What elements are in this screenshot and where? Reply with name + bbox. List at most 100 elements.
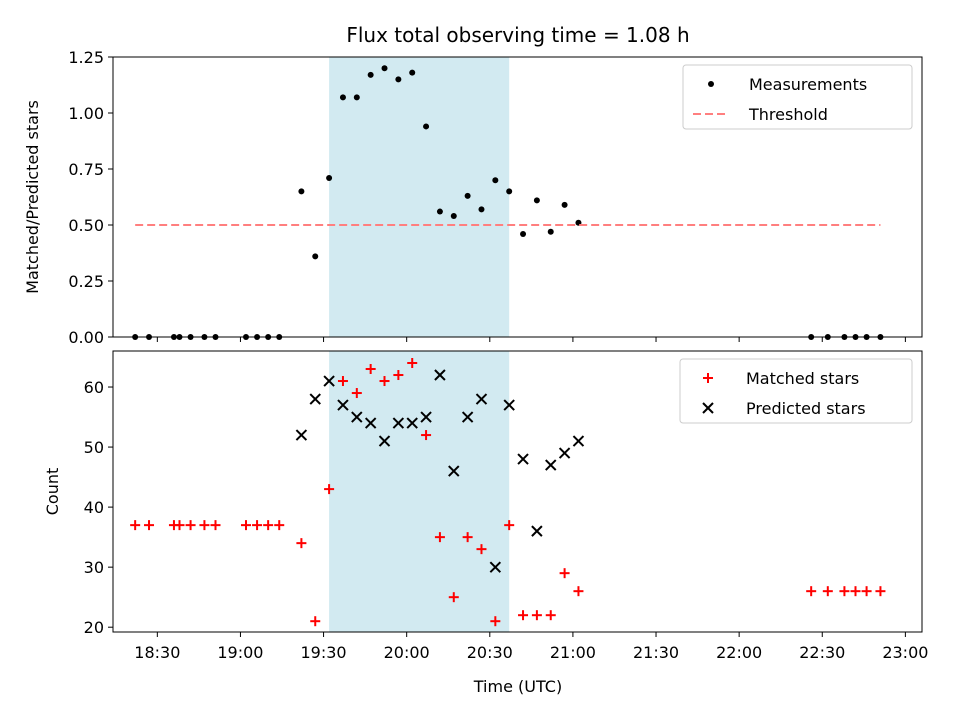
data-point	[323, 375, 335, 387]
data-point	[503, 399, 515, 411]
legend-swatch	[708, 81, 714, 87]
data-point	[839, 586, 850, 597]
legend-label: Measurements	[749, 75, 867, 94]
data-point	[559, 568, 570, 579]
data-point	[185, 520, 196, 531]
data-point	[409, 69, 416, 76]
y-tick-label: 50	[84, 438, 104, 457]
data-point	[434, 369, 446, 381]
axes-frame	[112, 350, 923, 633]
data-point	[875, 586, 886, 597]
data-point	[434, 532, 445, 543]
legend-label: Predicted stars	[746, 399, 866, 418]
data-point	[822, 586, 833, 597]
legend-label: Threshold	[748, 105, 828, 124]
data-point	[174, 520, 185, 531]
legend-item: Matched stars	[703, 369, 859, 388]
data-point	[464, 192, 471, 199]
x-tick-label: 21:30	[633, 643, 679, 662]
data-point	[310, 616, 321, 627]
y-tick-label: 1.25	[68, 48, 104, 67]
top-subplot: 0.00 0.25 0.50 0.75 1.00 1.25 Matched/Predicte…	[23, 48, 923, 347]
data-point	[252, 520, 263, 531]
data-point	[476, 544, 487, 555]
legend: Matched stars Predicted stars	[679, 358, 913, 424]
y-tick-label: 40	[84, 498, 104, 517]
data-point	[392, 417, 405, 429]
bottom-subplot: 20 30 40 50 60 18:30 19:00 19:30 20:00 20:30 21:00…	[43, 350, 928, 662]
data-point	[381, 65, 388, 72]
y-tick-label: 30	[84, 558, 104, 577]
data-point	[531, 610, 542, 621]
data-point	[545, 459, 557, 471]
data-point	[210, 520, 221, 531]
axes-frame	[112, 56, 923, 338]
data-point	[545, 610, 556, 621]
x-tick-label: 20:00	[384, 643, 430, 662]
data-point	[533, 197, 540, 204]
data-point	[296, 538, 307, 549]
y-tick-label: 60	[84, 378, 104, 397]
data-point	[324, 484, 335, 495]
y-tick-label: 1.00	[68, 104, 104, 123]
observing-window-shade	[329, 57, 510, 337]
data-point	[326, 174, 333, 181]
data-point	[561, 201, 568, 208]
y-tick-label: 0.50	[68, 216, 104, 235]
data-point	[351, 411, 363, 423]
legend: Measurements Threshold	[682, 64, 913, 130]
legend-label: Matched stars	[746, 369, 859, 388]
data-point	[367, 71, 374, 78]
x-tick-label: 23:00	[882, 643, 928, 662]
legend-swatch	[702, 402, 714, 414]
data-point	[450, 213, 457, 220]
data-point	[517, 453, 529, 465]
data-point	[558, 447, 571, 459]
legend-item: Measurements	[708, 75, 867, 94]
data-point	[490, 616, 501, 627]
y-tick-label: 0.00	[68, 328, 104, 347]
data-point	[531, 525, 543, 537]
data-point	[423, 123, 430, 130]
data-point	[337, 399, 349, 411]
data-point	[461, 411, 474, 423]
data-point	[420, 411, 432, 423]
data-point	[263, 520, 274, 531]
data-point	[806, 586, 817, 597]
x-tick-label: 21:00	[550, 643, 596, 662]
x-tick-label: 19:30	[301, 643, 347, 662]
x-tick-label: 22:30	[799, 643, 845, 662]
y-tick-label: 0.25	[68, 272, 104, 291]
data-point	[448, 465, 460, 477]
data-point	[475, 393, 488, 405]
legend-swatch	[703, 373, 713, 383]
legend-box	[682, 64, 913, 130]
data-point	[492, 177, 499, 184]
y-tick-label: 0.75	[68, 160, 104, 179]
data-point	[379, 376, 390, 387]
data-point	[364, 417, 377, 429]
data-point	[506, 188, 513, 195]
chart-title: Flux total observing time = 1.08 h	[346, 23, 689, 47]
data-point	[462, 532, 473, 543]
data-point	[130, 520, 141, 531]
data-point	[850, 586, 861, 597]
data-point	[274, 520, 285, 531]
data-point	[406, 417, 418, 429]
data-point	[395, 76, 402, 83]
y-tick-label: 20	[84, 618, 104, 637]
data-point	[365, 364, 376, 375]
x-tick-label: 20:30	[467, 643, 513, 662]
y-axis-label: Count	[43, 468, 62, 516]
data-point	[547, 228, 554, 235]
data-point	[337, 376, 348, 387]
data-point	[393, 370, 404, 381]
data-point	[407, 358, 418, 369]
data-point	[489, 561, 502, 573]
legend-box	[679, 358, 913, 424]
data-point	[572, 435, 585, 447]
data-point	[353, 94, 360, 101]
data-point	[298, 188, 305, 195]
data-point	[351, 388, 362, 399]
